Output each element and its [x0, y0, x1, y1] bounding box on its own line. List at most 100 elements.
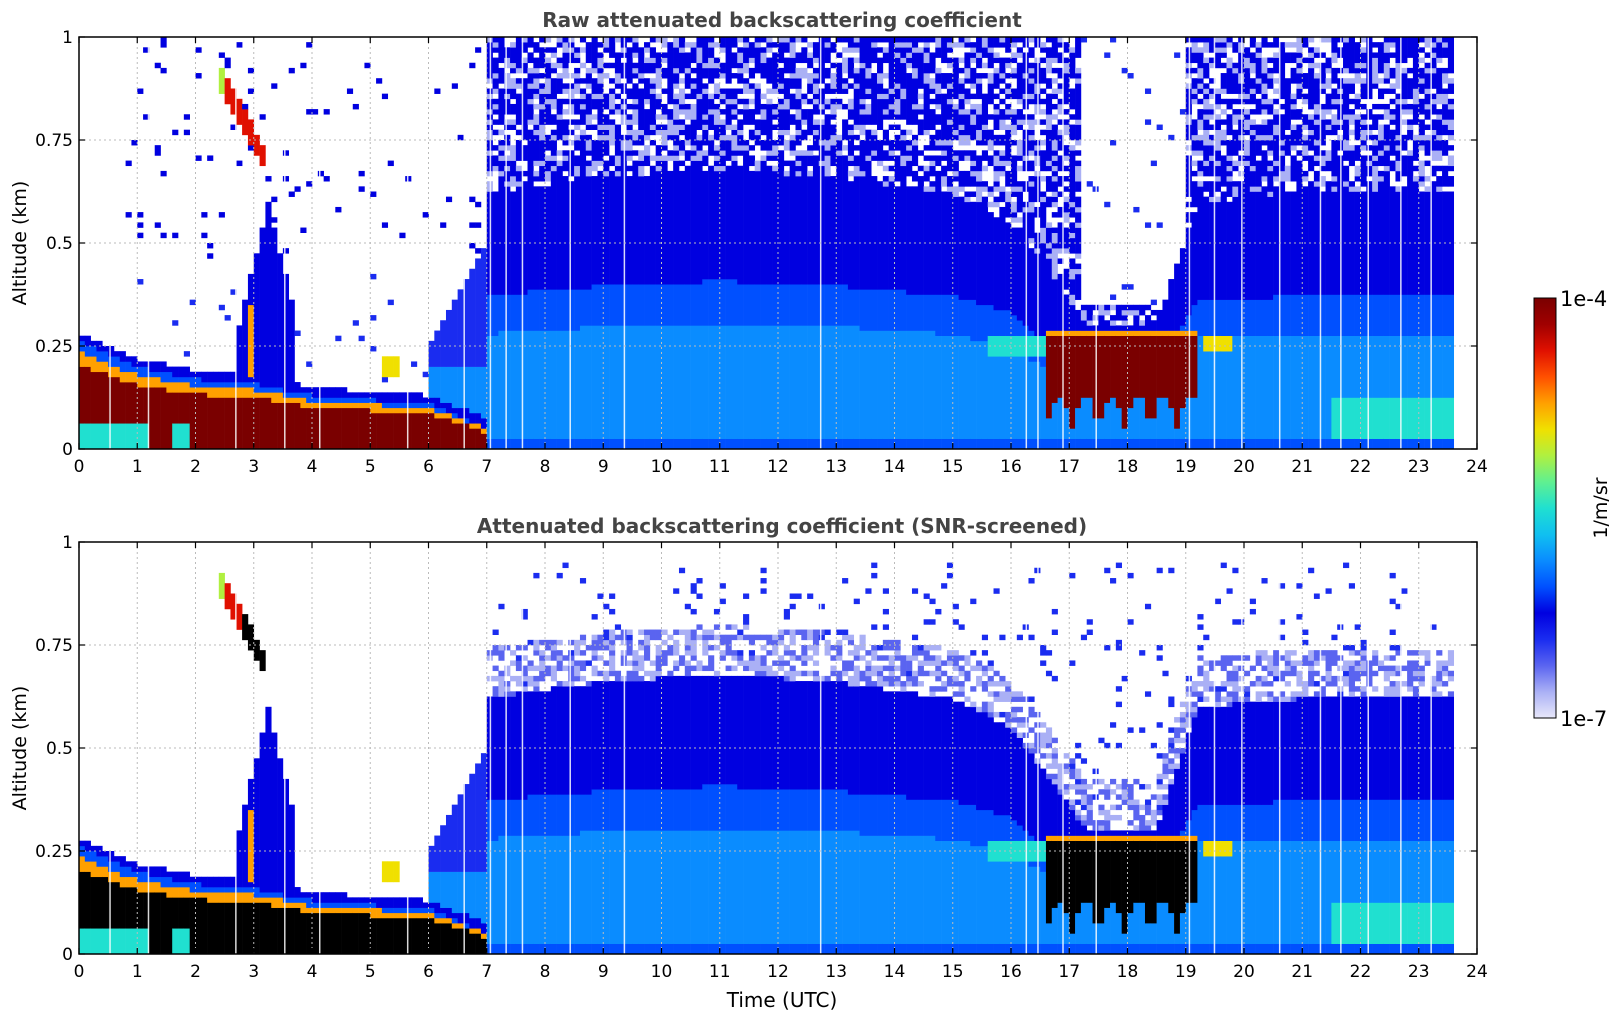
heatmap-cell: [1203, 196, 1210, 300]
heatmap-cell: [830, 42, 837, 53]
heatmap-cell: [1348, 98, 1355, 105]
heatmap-cell: [236, 325, 243, 383]
heatmap-cell: [1220, 73, 1227, 89]
heatmap-cell: [1226, 706, 1233, 805]
heatmap-cell: [766, 789, 773, 831]
heatmap-cell: [1348, 696, 1355, 800]
heatmap-cell: [1226, 299, 1233, 336]
heatmap-cell: [515, 170, 523, 182]
heatmap-cell: [1313, 124, 1321, 141]
heatmap-cell: [579, 93, 587, 100]
heatmap-cell: [1412, 134, 1420, 141]
heatmap-cell: [1395, 170, 1402, 182]
heatmap-cell: [842, 438, 849, 450]
heatmap-cell: [183, 897, 190, 929]
heatmap-cell: [358, 170, 365, 177]
heatmap-cell: [504, 330, 511, 439]
heatmap-cell: [306, 109, 313, 115]
heatmap-cell: [1174, 330, 1181, 336]
heatmap-cell: [1319, 438, 1326, 450]
heatmap-cell: [1232, 114, 1239, 125]
heatmap-cell: [1115, 438, 1122, 450]
heatmap-cell: [556, 330, 563, 439]
heatmap-cell: [1075, 119, 1082, 125]
heatmap-cell: [853, 438, 860, 450]
heatmap-cell: [247, 887, 255, 893]
heatmap-cell: [358, 397, 365, 403]
heatmap-cell: [754, 134, 761, 146]
heatmap-cell: [1179, 248, 1187, 326]
heatmap-cell: [387, 402, 394, 409]
heatmap-cell: [411, 407, 418, 414]
heatmap-cell: [812, 660, 820, 666]
heatmap-cell: [1214, 438, 1222, 450]
heatmap-cell: [1162, 840, 1169, 903]
heatmap-cell: [1436, 93, 1443, 105]
heatmap-cell: [900, 155, 907, 167]
heatmap-cell: [1430, 47, 1437, 53]
heatmap-cell: [1005, 88, 1012, 94]
heatmap-cell: [1418, 37, 1425, 43]
heatmap-cell: [143, 114, 150, 120]
heatmap-cell: [1063, 42, 1070, 53]
heatmap-cell: [807, 670, 814, 677]
heatmap-cell: [614, 789, 622, 831]
heatmap-cell: [882, 47, 889, 53]
heatmap-cell: [952, 176, 959, 182]
heatmap-cell: [306, 897, 313, 908]
heatmap-cell: [1075, 181, 1082, 192]
heatmap-cell: [725, 634, 732, 656]
heatmap-cell: [1354, 660, 1361, 666]
heatmap-cell: [929, 98, 936, 105]
heatmap-cell: [1045, 37, 1053, 43]
heatmap-cell: [207, 371, 214, 383]
heatmap-cell: [888, 150, 895, 156]
heatmap-cell: [1214, 129, 1222, 151]
heatmap-cell: [1075, 140, 1082, 146]
heatmap-cell: [952, 335, 959, 439]
heatmap-cell: [1372, 145, 1379, 156]
heatmap-cell: [1255, 134, 1262, 141]
heatmap-cell: [801, 155, 808, 285]
heatmap-cell: [812, 438, 820, 450]
heatmap-cell: [1232, 299, 1239, 336]
heatmap-cell: [1156, 804, 1163, 811]
heatmap-cell: [1255, 52, 1262, 58]
heatmap-cell: [1209, 660, 1216, 672]
heatmap-cell: [970, 165, 977, 172]
heatmap-cell: [306, 181, 313, 187]
heatmap-cell: [638, 47, 645, 74]
heatmap-cell: [510, 103, 517, 115]
heatmap-cell: [358, 392, 365, 398]
heatmap-cell: [731, 830, 738, 944]
heatmap-cell: [189, 881, 196, 893]
heatmap-cell: [766, 438, 773, 450]
heatmap-cell: [1197, 67, 1204, 79]
heatmap-cell: [218, 892, 225, 903]
heatmap-cell: [1302, 140, 1309, 146]
heatmap-cell: [1313, 62, 1321, 69]
heatmap-cell: [591, 78, 598, 94]
heatmap-cell: [1360, 145, 1367, 151]
heatmap-cell: [1127, 804, 1134, 811]
heatmap-cell: [545, 665, 552, 677]
heatmap-cell: [638, 681, 645, 790]
heatmap-cell: [1366, 129, 1373, 136]
heatmap-cell: [981, 650, 989, 656]
heatmap-cell: [1005, 103, 1012, 110]
heatmap-cell: [90, 851, 97, 862]
heatmap-cell: [1296, 160, 1303, 295]
heatmap-cell: [743, 109, 750, 125]
heatmap-cell: [527, 119, 534, 125]
heatmap-cell: [510, 650, 517, 656]
heatmap-cell: [1407, 438, 1414, 450]
heatmap-cell: [812, 830, 820, 944]
heatmap-cell: [661, 155, 668, 161]
heatmap-cell: [113, 356, 121, 367]
heatmap-cell: [812, 675, 820, 682]
heatmap-cell: [1395, 140, 1402, 146]
heatmap-cell: [1447, 294, 1455, 336]
heatmap-cell: [1005, 722, 1012, 728]
heatmap-cell: [865, 588, 872, 594]
heatmap-cell: [1133, 397, 1140, 439]
